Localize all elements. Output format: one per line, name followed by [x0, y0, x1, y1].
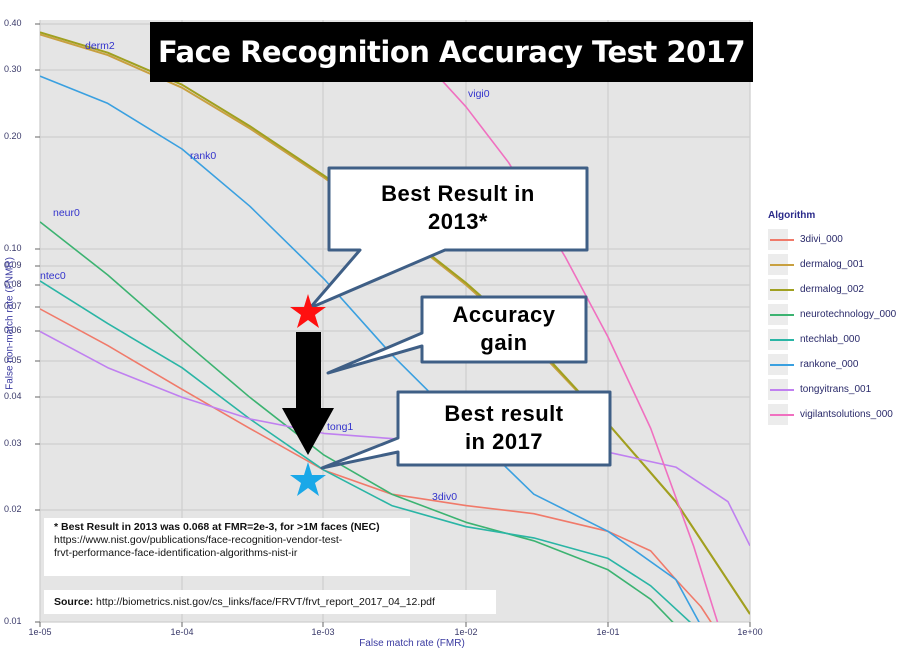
- legend-line-icon: [770, 314, 794, 316]
- series-label-3div0: 3div0: [432, 491, 458, 503]
- series-label-vigi0: vigi0: [468, 88, 490, 100]
- legend-label: dermalog_001: [800, 259, 864, 270]
- legend-swatch-icon: [768, 354, 794, 375]
- legend-swatch-icon: [768, 254, 794, 275]
- legend: Algorithm 3divi_000 dermalog_001 dermalog_…: [768, 210, 908, 427]
- callout-best-2017-line2: in 2017: [464, 429, 544, 454]
- legend-swatch-icon: [768, 379, 794, 400]
- legend-line-icon: [770, 414, 794, 416]
- legend-label: dermalog_002: [800, 284, 864, 295]
- y-tick-label: 0.20: [4, 131, 22, 141]
- series-label-tong1: tong1: [327, 421, 354, 433]
- footnote-bold: * Best Result in 2013 was 0.068 at FMR=2…: [54, 521, 380, 533]
- footnote-line2: https://www.nist.gov/publications/face-r…: [54, 534, 343, 546]
- series-label-neur0: neur0: [53, 207, 80, 219]
- legend-label: tongyitrans_001: [800, 384, 872, 395]
- legend-label: vigilantsolutions_000: [800, 409, 893, 420]
- axis-ticks: [35, 23, 751, 627]
- y-tick-label: 0.06: [4, 325, 22, 335]
- legend-line-icon: [770, 389, 794, 391]
- callout-best-2013-line2: 2013*: [427, 209, 488, 234]
- y-tick-label: 0.04: [4, 391, 22, 401]
- red-star-icon: [290, 294, 326, 328]
- x-axis-label: False match rate (FMR): [359, 638, 465, 649]
- x-tick-label: 1e-05: [28, 627, 52, 637]
- y-tick-label: 0.03: [4, 438, 22, 448]
- y-tick-label: 0.10: [4, 243, 22, 253]
- callout-best-2017: [320, 390, 612, 470]
- x-tick-label: 1e-02: [454, 627, 478, 637]
- blue-star-icon: [290, 462, 326, 496]
- legend-swatch-icon: [768, 229, 794, 250]
- y-tick-label: 0.09: [4, 260, 22, 270]
- legend-line-icon: [770, 364, 794, 366]
- series-label-derm2: derm2: [85, 40, 115, 52]
- y-axis-label: False non-match rate (FNMR): [4, 257, 16, 390]
- legend-label: neurotechnology_000: [800, 309, 897, 320]
- legend-line-icon: [770, 339, 794, 341]
- legend-item-tongyitrans_001[interactable]: tongyitrans_001: [768, 377, 908, 402]
- accuracy-gain-arrow-icon: [282, 332, 334, 455]
- chart-title: Face Recognition Accuracy Test 2017: [150, 22, 753, 82]
- y-tick-label: 0.40: [4, 18, 22, 28]
- legend-item-dermalog_002[interactable]: dermalog_002: [768, 277, 908, 302]
- legend-swatch-icon: [768, 404, 794, 425]
- series-line-ntechlab_000: [40, 280, 692, 622]
- x-tick-label: 1e-03: [311, 627, 335, 637]
- legend-item-dermalog_001[interactable]: dermalog_001: [768, 252, 908, 277]
- y-tick-label: 0.05: [4, 355, 22, 365]
- callout-best-2013-text: Best Result in 2013*: [332, 180, 584, 236]
- callout-best-2013-line1: Best Result in: [381, 181, 535, 206]
- legend-label: ntechlab_000: [800, 334, 861, 345]
- y-tick-label: 0.01: [4, 616, 22, 626]
- source-label: Source:: [54, 596, 94, 608]
- legend-line-icon: [770, 289, 794, 291]
- callout-accuracy-gain-line1: Accuracy: [452, 302, 556, 327]
- callout-accuracy-gain-line2: gain: [480, 330, 528, 355]
- legend-swatch-icon: [768, 279, 794, 300]
- legend-label: rankone_000: [800, 359, 859, 370]
- series-label-ntec0: ntec0: [40, 270, 66, 282]
- legend-item-3divi_000[interactable]: 3divi_000: [768, 227, 908, 252]
- callout-accuracy-gain-text: Accuracy gain: [424, 301, 584, 357]
- callout-best-2017-text: Best result in 2017: [400, 400, 608, 456]
- source-url[interactable]: http://biometrics.nist.gov/cs_links/face…: [96, 596, 435, 608]
- legend-title: Algorithm: [768, 210, 816, 221]
- legend-label: 3divi_000: [800, 234, 843, 245]
- footnote-line3: frvt-performance-face-identification-alg…: [54, 547, 298, 559]
- x-tick-label: 1e+00: [737, 627, 763, 637]
- x-tick-label: 1e-01: [596, 627, 620, 637]
- legend-item-neurotechnology_000[interactable]: neurotechnology_000: [768, 302, 908, 327]
- y-tick-label: 0.08: [4, 279, 22, 289]
- callout-accuracy-gain: [326, 295, 588, 375]
- y-tick-label: 0.07: [4, 301, 22, 311]
- legend-swatch-icon: [768, 329, 794, 350]
- source-box: Source: http://biometrics.nist.gov/cs_li…: [44, 590, 496, 614]
- y-tick-label: 0.02: [4, 504, 22, 514]
- y-tick-label: 0.30: [4, 64, 22, 74]
- legend-line-icon: [770, 264, 794, 266]
- x-tick-label: 1e-04: [170, 627, 194, 637]
- callout-best-2013: [308, 166, 589, 310]
- footnote-box: * Best Result in 2013 was 0.068 at FMR=2…: [44, 518, 410, 576]
- legend-item-vigilantsolutions_000[interactable]: vigilantsolutions_000: [768, 402, 908, 427]
- callout-best-2017-line1: Best result: [444, 401, 564, 426]
- legend-line-icon: [770, 239, 794, 241]
- series-line-neurotechnology_000: [40, 221, 674, 622]
- legend-item-ntechlab_000[interactable]: ntechlab_000: [768, 327, 908, 352]
- legend-item-rankone_000[interactable]: rankone_000: [768, 352, 908, 377]
- legend-swatch-icon: [768, 304, 794, 325]
- series-label-rank0: rank0: [190, 150, 217, 162]
